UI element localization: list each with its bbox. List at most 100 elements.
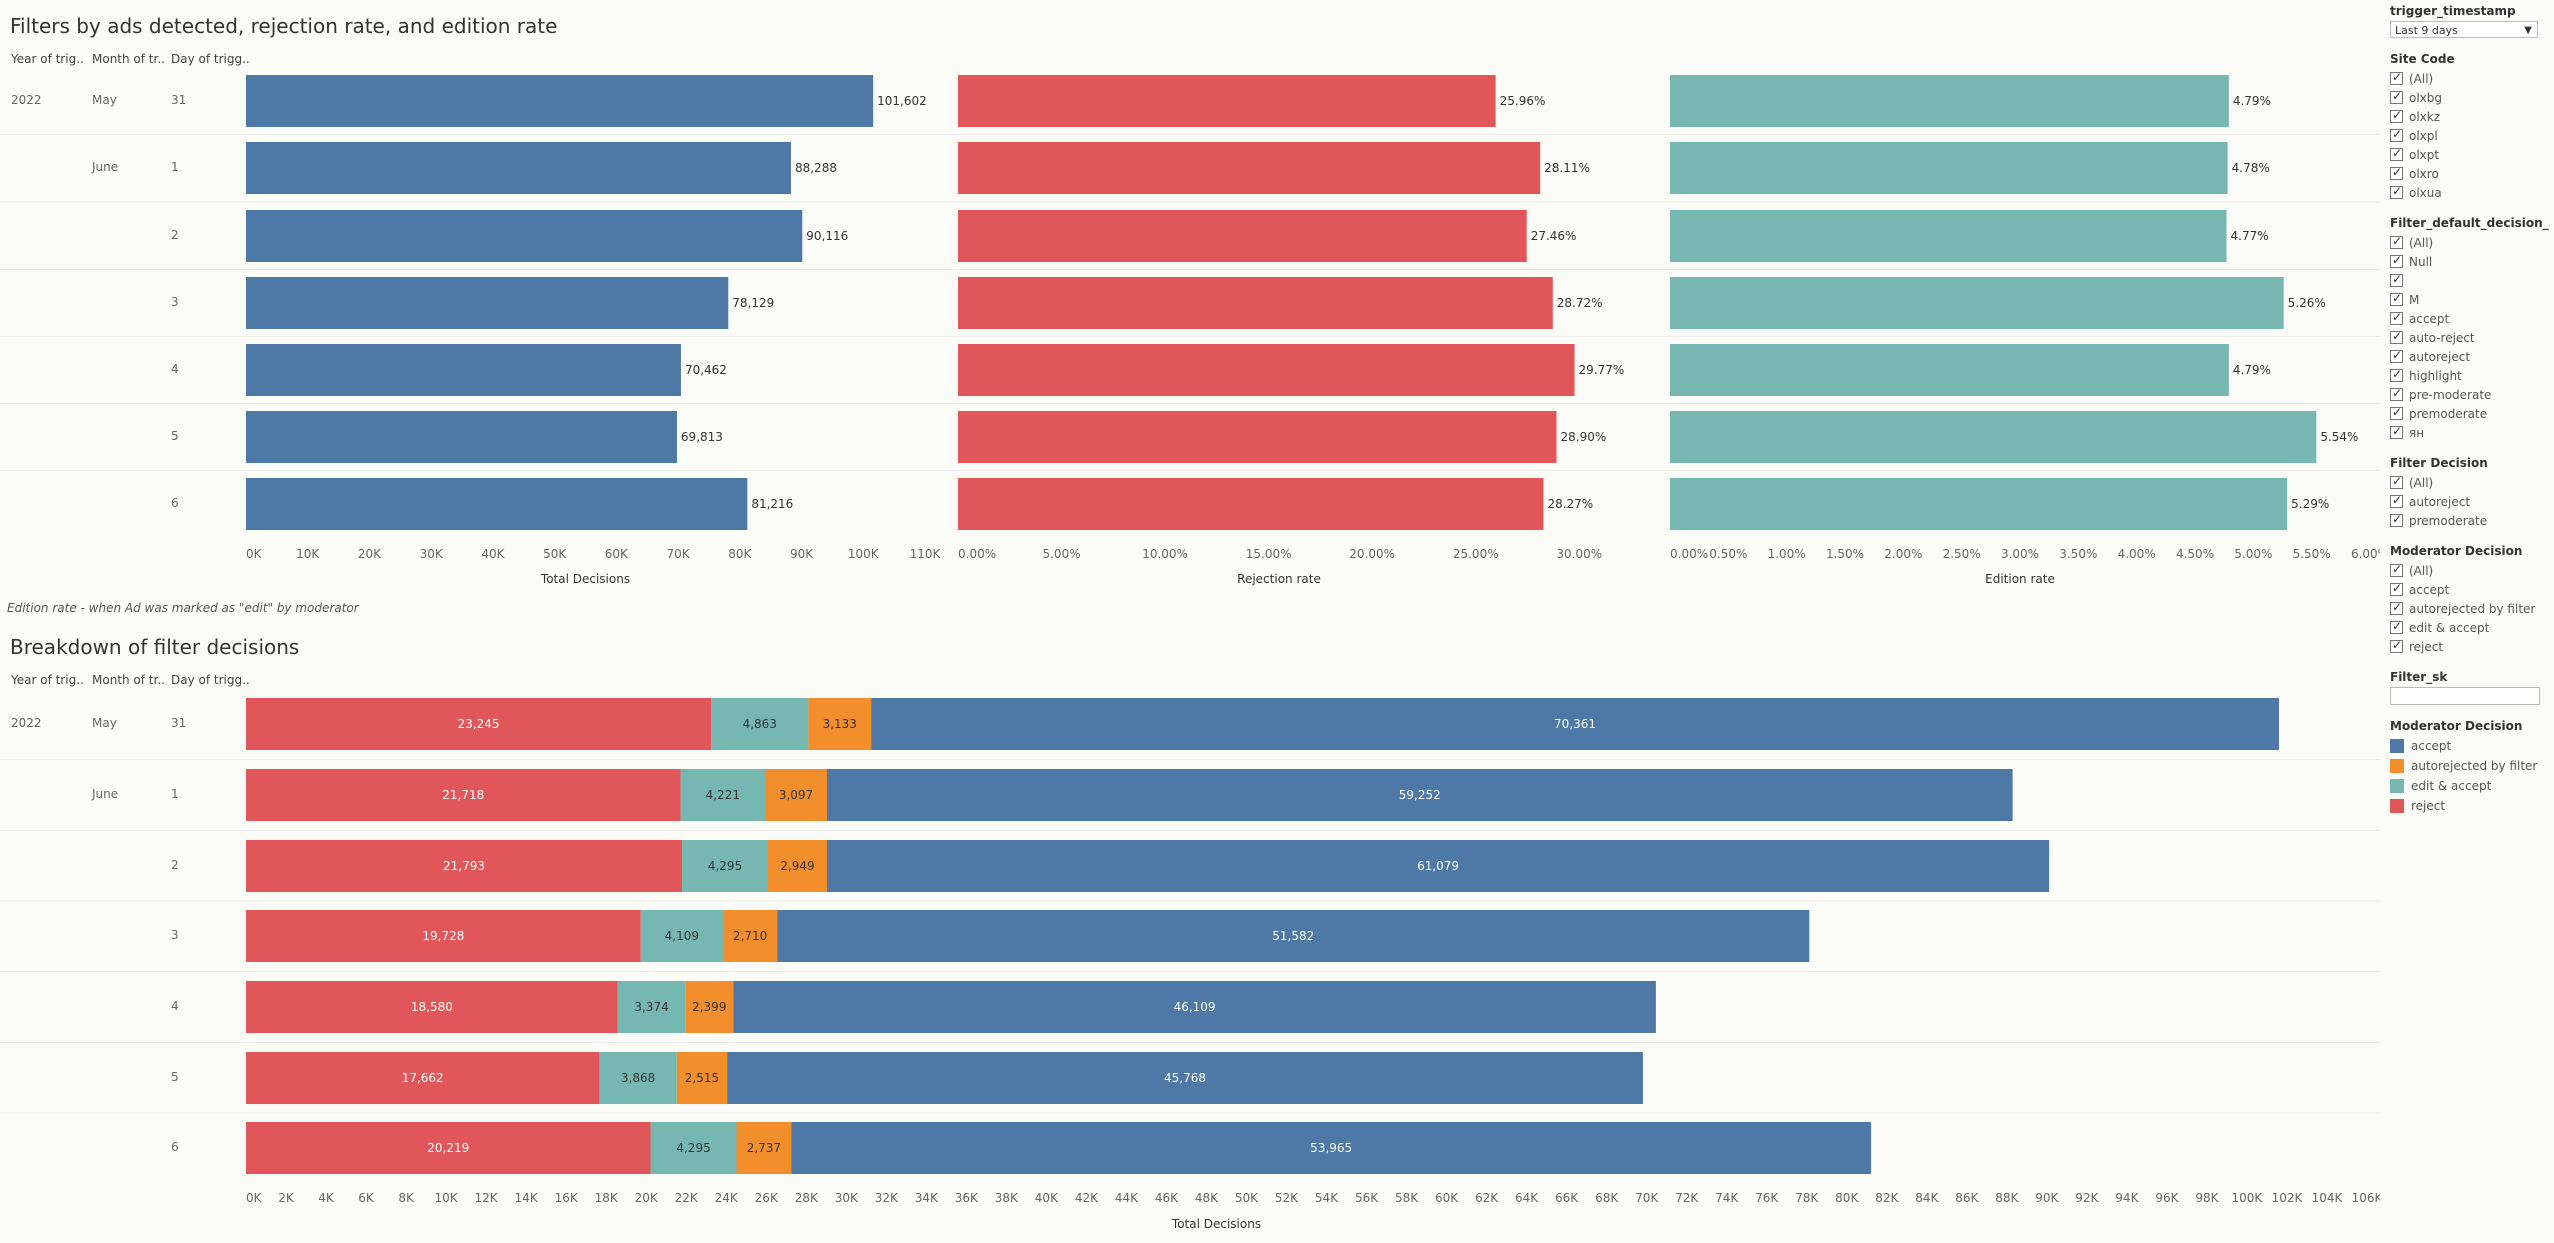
- row-label-day: 2: [171, 858, 179, 872]
- bottom-header-month[interactable]: Month of tr..: [92, 673, 165, 687]
- checkbox-checked-icon[interactable]: [2390, 146, 2403, 161]
- checkbox-checked-icon[interactable]: [2390, 89, 2403, 104]
- legend-item[interactable]: accept: [2390, 736, 2550, 756]
- filter-option[interactable]: (All): [2390, 473, 2550, 492]
- checkbox-checked-icon[interactable]: [2390, 638, 2403, 653]
- moderator-decision-legend: accept autorejected by filter edit & accep…: [2390, 736, 2550, 816]
- segment-value-label: 20,219: [427, 1141, 469, 1155]
- filter-option-label: autoreject: [2409, 349, 2471, 364]
- stacked-bar-segment: [765, 769, 827, 821]
- x-tick-label: 50K: [543, 547, 567, 561]
- filter-option[interactable]: autoreject: [2390, 347, 2550, 366]
- filter-option[interactable]: accept: [2390, 580, 2550, 599]
- filter-option[interactable]: olxbg: [2390, 88, 2550, 107]
- segment-value-label: 2,949: [780, 859, 814, 873]
- bottom-header-year[interactable]: Year of trig..: [11, 673, 84, 687]
- checkbox-checked-icon[interactable]: [2390, 329, 2403, 344]
- x-tick-label: 80K: [1835, 1191, 1859, 1205]
- filter-option[interactable]: ян: [2390, 423, 2550, 442]
- filter-sk-input[interactable]: [2390, 687, 2540, 705]
- stacked-bar-segment: [733, 981, 1656, 1033]
- filter-option-label: (All): [2409, 563, 2434, 578]
- checkbox-checked-icon[interactable]: [2390, 562, 2403, 577]
- bar: [958, 210, 1527, 262]
- stacked-bar-segment: [246, 1122, 651, 1174]
- top-header-day[interactable]: Day of trigg..: [171, 52, 250, 66]
- x-tick-label: 12K: [475, 1191, 499, 1205]
- stacked-bar-segment: [246, 1052, 600, 1104]
- checkbox-checked-icon[interactable]: [2390, 512, 2403, 527]
- filter-option[interactable]: olxpt: [2390, 145, 2550, 164]
- x-tick-label: 96K: [2155, 1191, 2179, 1205]
- checkbox-checked-icon[interactable]: [2390, 234, 2403, 249]
- checkbox-checked-icon[interactable]: [2390, 165, 2403, 180]
- x-tick-label: 40K: [1035, 1191, 1059, 1205]
- filter-option[interactable]: autoreject: [2390, 492, 2550, 511]
- checkbox-checked-icon[interactable]: [2390, 272, 2403, 287]
- filter-option[interactable]: autorejected by filter: [2390, 599, 2550, 618]
- legend-item[interactable]: edit & accept: [2390, 776, 2550, 796]
- filter-option[interactable]: olxkz: [2390, 107, 2550, 126]
- bar-value-label: 78,129: [732, 296, 774, 310]
- filter-option[interactable]: Null: [2390, 252, 2550, 271]
- checkbox-checked-icon[interactable]: [2390, 493, 2403, 508]
- checkbox-checked-icon[interactable]: [2390, 619, 2403, 634]
- checkbox-checked-icon[interactable]: [2390, 108, 2403, 123]
- filter-option[interactable]: (All): [2390, 561, 2550, 580]
- bar-value-label: 29.77%: [1579, 363, 1625, 377]
- segment-value-label: 45,768: [1164, 1071, 1206, 1085]
- filter-option[interactable]: edit & accept: [2390, 618, 2550, 637]
- checkbox-checked-icon[interactable]: [2390, 291, 2403, 306]
- x-tick-label: 5.50%: [2293, 547, 2331, 561]
- checkbox-checked-icon[interactable]: [2390, 127, 2403, 142]
- filter-option[interactable]: (All): [2390, 69, 2550, 88]
- checkbox-checked-icon[interactable]: [2390, 405, 2403, 420]
- stacked-bar-segment: [791, 1122, 1872, 1174]
- checkbox-checked-icon[interactable]: [2390, 474, 2403, 489]
- filter-option[interactable]: premoderate: [2390, 511, 2550, 530]
- legend-item[interactable]: reject: [2390, 796, 2550, 816]
- bar-value-label: 4.77%: [2231, 229, 2269, 243]
- filter-option[interactable]: auto-reject: [2390, 328, 2550, 347]
- x-axis-title: Total Decisions: [540, 572, 630, 586]
- x-tick-label: 5.00%: [1042, 547, 1080, 561]
- filter-option[interactable]: pre-moderate: [2390, 385, 2550, 404]
- checkbox-checked-icon[interactable]: [2390, 70, 2403, 85]
- x-tick-label: 94K: [2115, 1191, 2139, 1205]
- checkbox-checked-icon[interactable]: [2390, 184, 2403, 199]
- segment-value-label: 2,515: [685, 1071, 719, 1085]
- top-header-year[interactable]: Year of trig..: [11, 52, 84, 66]
- checkbox-checked-icon[interactable]: [2390, 424, 2403, 439]
- filter-option-label: olxro: [2409, 166, 2439, 181]
- filter-option[interactable]: reject: [2390, 637, 2550, 656]
- x-tick-label: 6K: [358, 1191, 375, 1205]
- filter-option[interactable]: highlight: [2390, 366, 2550, 385]
- stacked-bar-segment: [711, 698, 809, 750]
- filter-option[interactable]: M: [2390, 290, 2550, 309]
- x-tick-label: 80K: [728, 547, 752, 561]
- filter-option[interactable]: [2390, 271, 2550, 290]
- timestamp-dropdown[interactable]: Last 9 days ▼: [2390, 21, 2538, 38]
- bar-value-label: 28.27%: [1547, 497, 1593, 511]
- legend-item[interactable]: autorejected by filter: [2390, 756, 2550, 776]
- checkbox-checked-icon[interactable]: [2390, 348, 2403, 363]
- x-tick-label: 64K: [1515, 1191, 1539, 1205]
- filter-option-label: accept: [2409, 311, 2450, 326]
- checkbox-checked-icon[interactable]: [2390, 600, 2403, 615]
- filter-option[interactable]: accept: [2390, 309, 2550, 328]
- filter-option[interactable]: olxpl: [2390, 126, 2550, 145]
- checkbox-checked-icon[interactable]: [2390, 310, 2403, 325]
- checkbox-checked-icon[interactable]: [2390, 253, 2403, 268]
- filter-option[interactable]: premoderate: [2390, 404, 2550, 423]
- checkbox-checked-icon[interactable]: [2390, 581, 2403, 596]
- filter-option[interactable]: olxua: [2390, 183, 2550, 202]
- bar: [958, 142, 1541, 194]
- top-header-month[interactable]: Month of tr..: [92, 52, 165, 66]
- stacked-bar-segment: [777, 910, 1810, 962]
- checkbox-checked-icon[interactable]: [2390, 386, 2403, 401]
- filter-option[interactable]: (All): [2390, 233, 2550, 252]
- x-tick-label: 0.00%: [958, 547, 996, 561]
- bottom-header-day[interactable]: Day of trigg..: [171, 673, 250, 687]
- checkbox-checked-icon[interactable]: [2390, 367, 2403, 382]
- filter-option[interactable]: olxro: [2390, 164, 2550, 183]
